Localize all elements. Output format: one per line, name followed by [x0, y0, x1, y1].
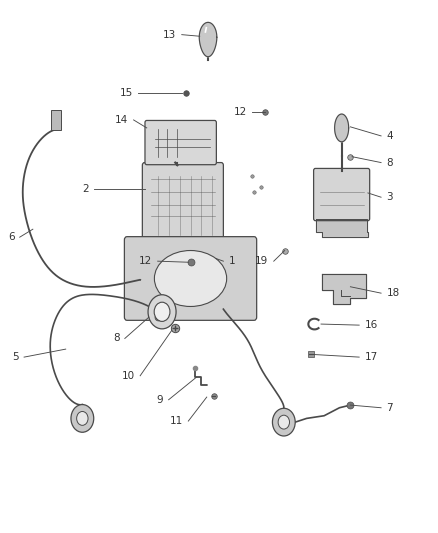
Circle shape: [154, 302, 170, 321]
Text: 8: 8: [386, 158, 393, 167]
Text: 8: 8: [113, 334, 120, 343]
Text: 9: 9: [157, 395, 163, 405]
Text: 18: 18: [386, 288, 399, 298]
Text: 14: 14: [115, 115, 128, 125]
Text: 12: 12: [139, 256, 152, 266]
FancyBboxPatch shape: [314, 168, 370, 221]
Circle shape: [77, 411, 88, 425]
FancyBboxPatch shape: [124, 237, 257, 320]
FancyBboxPatch shape: [142, 163, 223, 245]
Text: 5: 5: [12, 352, 19, 362]
Polygon shape: [316, 219, 368, 237]
Text: 13: 13: [163, 30, 177, 39]
Circle shape: [71, 405, 94, 432]
Text: 6: 6: [8, 232, 14, 242]
Polygon shape: [199, 22, 217, 56]
Text: 11: 11: [170, 416, 183, 426]
Text: 2: 2: [82, 184, 89, 194]
FancyBboxPatch shape: [145, 120, 216, 165]
Text: 10: 10: [122, 371, 135, 381]
Circle shape: [272, 408, 295, 436]
Text: 4: 4: [386, 131, 393, 141]
Polygon shape: [322, 274, 366, 304]
Text: 19: 19: [255, 256, 268, 266]
Text: 15: 15: [120, 88, 133, 98]
Text: 16: 16: [364, 320, 378, 330]
Ellipse shape: [154, 251, 227, 306]
Circle shape: [278, 415, 290, 429]
Polygon shape: [335, 114, 349, 142]
Text: 7: 7: [386, 403, 393, 413]
Text: 17: 17: [364, 352, 378, 362]
Circle shape: [148, 295, 176, 329]
Text: 12: 12: [233, 107, 247, 117]
Text: 3: 3: [386, 192, 393, 202]
Bar: [51, 110, 61, 130]
Text: 1: 1: [229, 256, 235, 266]
